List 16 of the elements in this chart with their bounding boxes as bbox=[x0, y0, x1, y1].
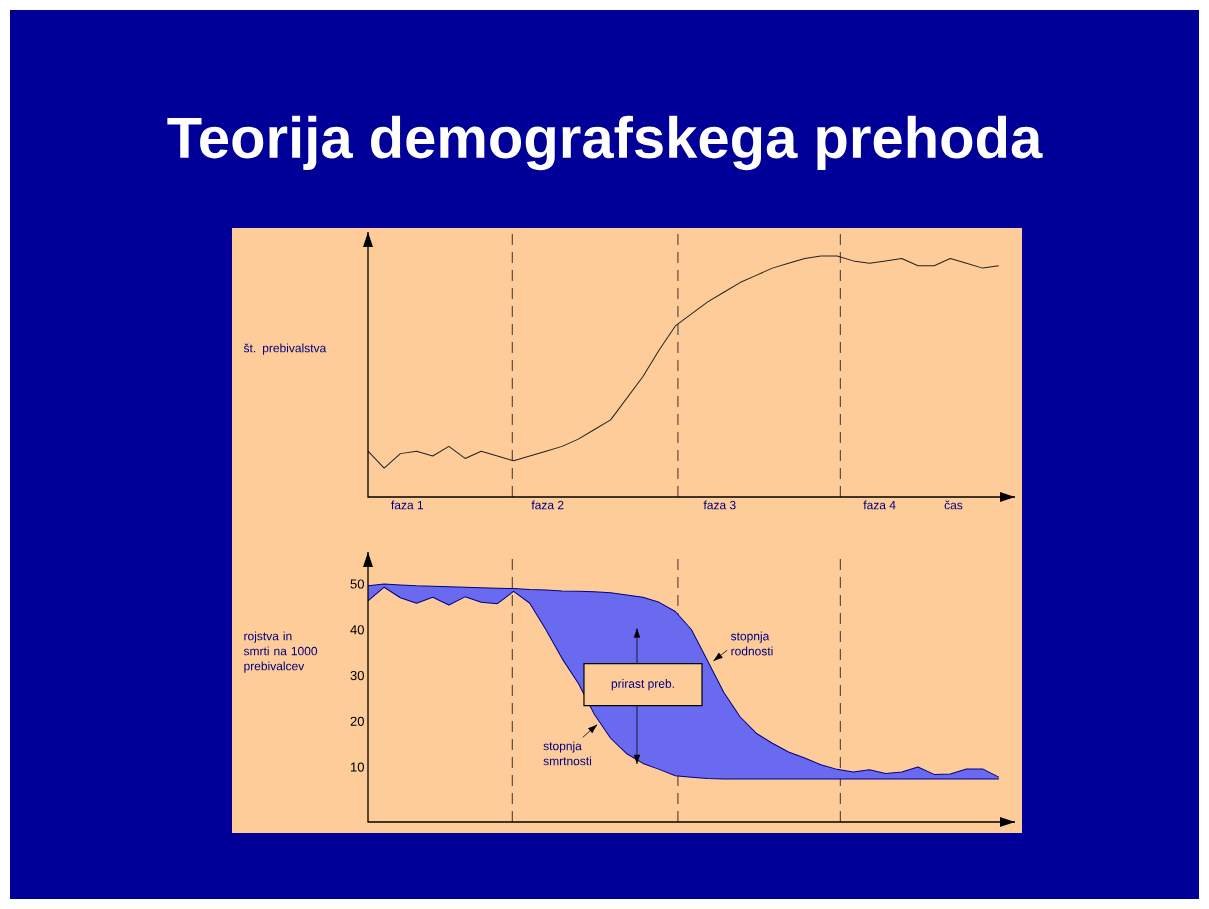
text: faza 2 bbox=[531, 500, 564, 510]
y-tick-label: 40 bbox=[350, 625, 364, 635]
series-label: stopnja rodnosti bbox=[730, 631, 773, 656]
x-axis-title: čas bbox=[944, 500, 963, 510]
series-label: stopnja smrtnosti bbox=[543, 741, 592, 766]
y-axis-title: rojstva in smrti na 1000 prebivalcev bbox=[243, 631, 318, 673]
y-tick-label: 20 bbox=[350, 716, 364, 726]
y-tick-label: 10 bbox=[351, 762, 364, 772]
text: faza 1 bbox=[391, 500, 424, 510]
y-tick-label: 50 bbox=[350, 579, 364, 589]
annotation: prirast preb. bbox=[611, 679, 674, 691]
text: faza 3 bbox=[703, 500, 736, 510]
text: faza 4 bbox=[863, 500, 896, 510]
chart-title: Teorija demografskega prehoda bbox=[167, 115, 1043, 171]
y-axis-title: št. prebivalstva bbox=[243, 343, 327, 355]
y-tick-label: 30 bbox=[350, 670, 364, 681]
